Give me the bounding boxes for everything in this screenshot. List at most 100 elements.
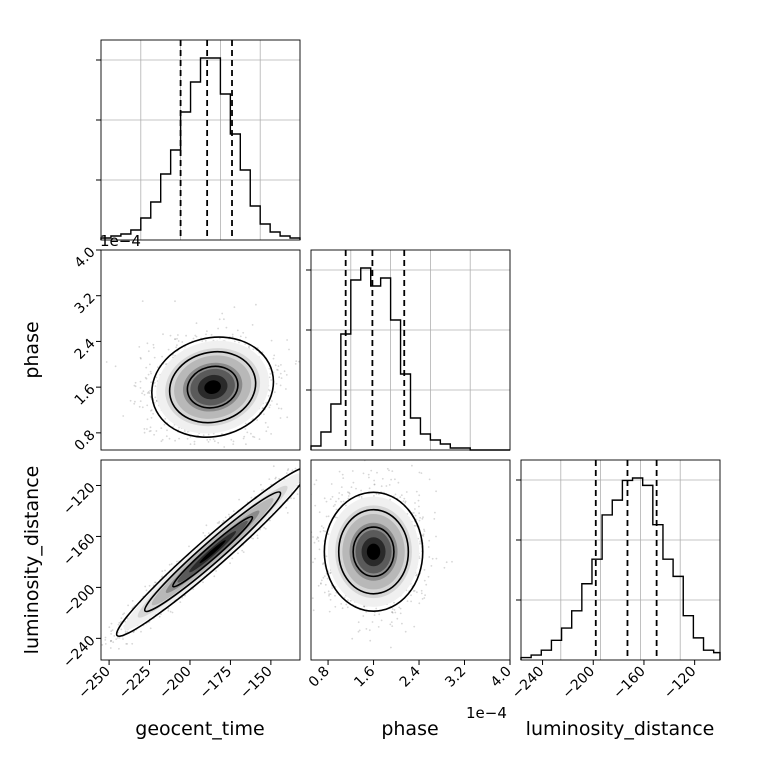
scatter-point [92,664,94,666]
scatter-point [143,393,146,396]
scatter-point [302,465,304,467]
scatter-point [110,639,112,642]
scatter-point [319,530,322,533]
scatter-point [279,372,282,375]
scatter-point [114,365,117,368]
scatter-point [368,487,371,490]
scatter-point [96,654,98,656]
scatter-point [415,490,418,493]
scatter-point [143,431,146,434]
scatter-point [129,399,132,402]
scatter-point [354,428,356,430]
scatter-point [110,639,113,642]
scatter-point [167,348,170,351]
scatter-point [265,401,268,404]
scatter-point [399,607,402,610]
scatter-point [323,591,326,594]
scatter-point [215,570,218,572]
scatter-point [373,495,375,497]
scatter-point [263,413,265,416]
tick-label-phase-x: 1.6 [351,663,378,690]
scatter-point [205,524,208,527]
scatter-point [329,572,332,575]
scatter-point [133,384,136,387]
scatter-point [146,404,149,407]
scatter-point [154,581,156,584]
scatter-point [304,481,306,483]
scatter-point [147,373,150,376]
scatter-point [124,630,127,633]
scatter-point [335,446,337,448]
scatter-point [411,464,413,467]
scatter-point [175,346,178,349]
scatter-point [370,469,373,472]
scatter-point [362,472,365,475]
scatter-point [202,434,205,437]
scatter-point [232,443,235,445]
scatter-point [139,400,142,402]
scatter-point [268,478,271,480]
scatter-point [322,562,325,565]
scatter-point [421,534,424,537]
panel-frame [310,459,511,661]
scatter-point [326,456,328,458]
scatter-point [389,457,391,459]
scatter-point [318,457,320,459]
contour-line [172,515,254,588]
scatter-point [410,594,412,597]
scatter-point [367,473,370,476]
scatter-point [161,355,164,358]
scatter-point [312,561,314,564]
contour-line [143,491,282,613]
scatter-point [381,477,384,480]
scatter-point [303,479,305,481]
scatter-point [427,546,430,548]
scatter-point [255,303,257,306]
scatter-point [332,505,335,508]
scatter-point [334,516,337,519]
scatter-point [414,514,417,517]
scatter-point [397,481,400,484]
scatter-point [189,443,192,445]
scatter-point [357,630,360,633]
tick-label-lumdist-x: −120 [661,664,700,703]
scatter-point [348,492,351,495]
scatter-point [125,643,128,645]
scatter-point [270,433,272,435]
scatter-point [164,418,167,420]
scatter-point [306,477,308,479]
scatter-point [337,497,340,500]
scatter-point [177,340,180,342]
scatter-point [181,596,184,599]
scatter-point [154,581,157,584]
scatter-point [319,464,321,466]
scatter-point [155,400,158,402]
scatter-point [277,365,280,368]
scatter-point [388,469,390,472]
panel-frame [100,39,301,241]
scatter-point [342,500,345,503]
tick-label-lumdist-y: −200 [60,582,99,621]
scatter-point [218,318,221,321]
scatter-point [154,385,157,387]
tick-label-geocent-time: −225 [116,664,155,703]
scatter-point [314,557,316,560]
scatter-point [414,524,417,527]
tick-label-phase-y: 0.8 [72,427,99,454]
scatter-lumdist-vs-geocent [92,428,356,666]
scatter-point [329,440,331,442]
scatter-point [206,439,209,441]
scatter-point [161,438,164,441]
scatter-point [221,312,224,315]
scatter-point [309,556,311,558]
scatter-point [118,647,120,650]
scatter-point [338,470,341,473]
scatter-point [343,596,346,599]
scatter-point [326,577,329,580]
scatter-point [161,575,164,578]
scatter-point [171,611,174,614]
scatter-point [176,344,178,347]
scatter-point [320,579,323,582]
scatter-point [303,473,305,475]
